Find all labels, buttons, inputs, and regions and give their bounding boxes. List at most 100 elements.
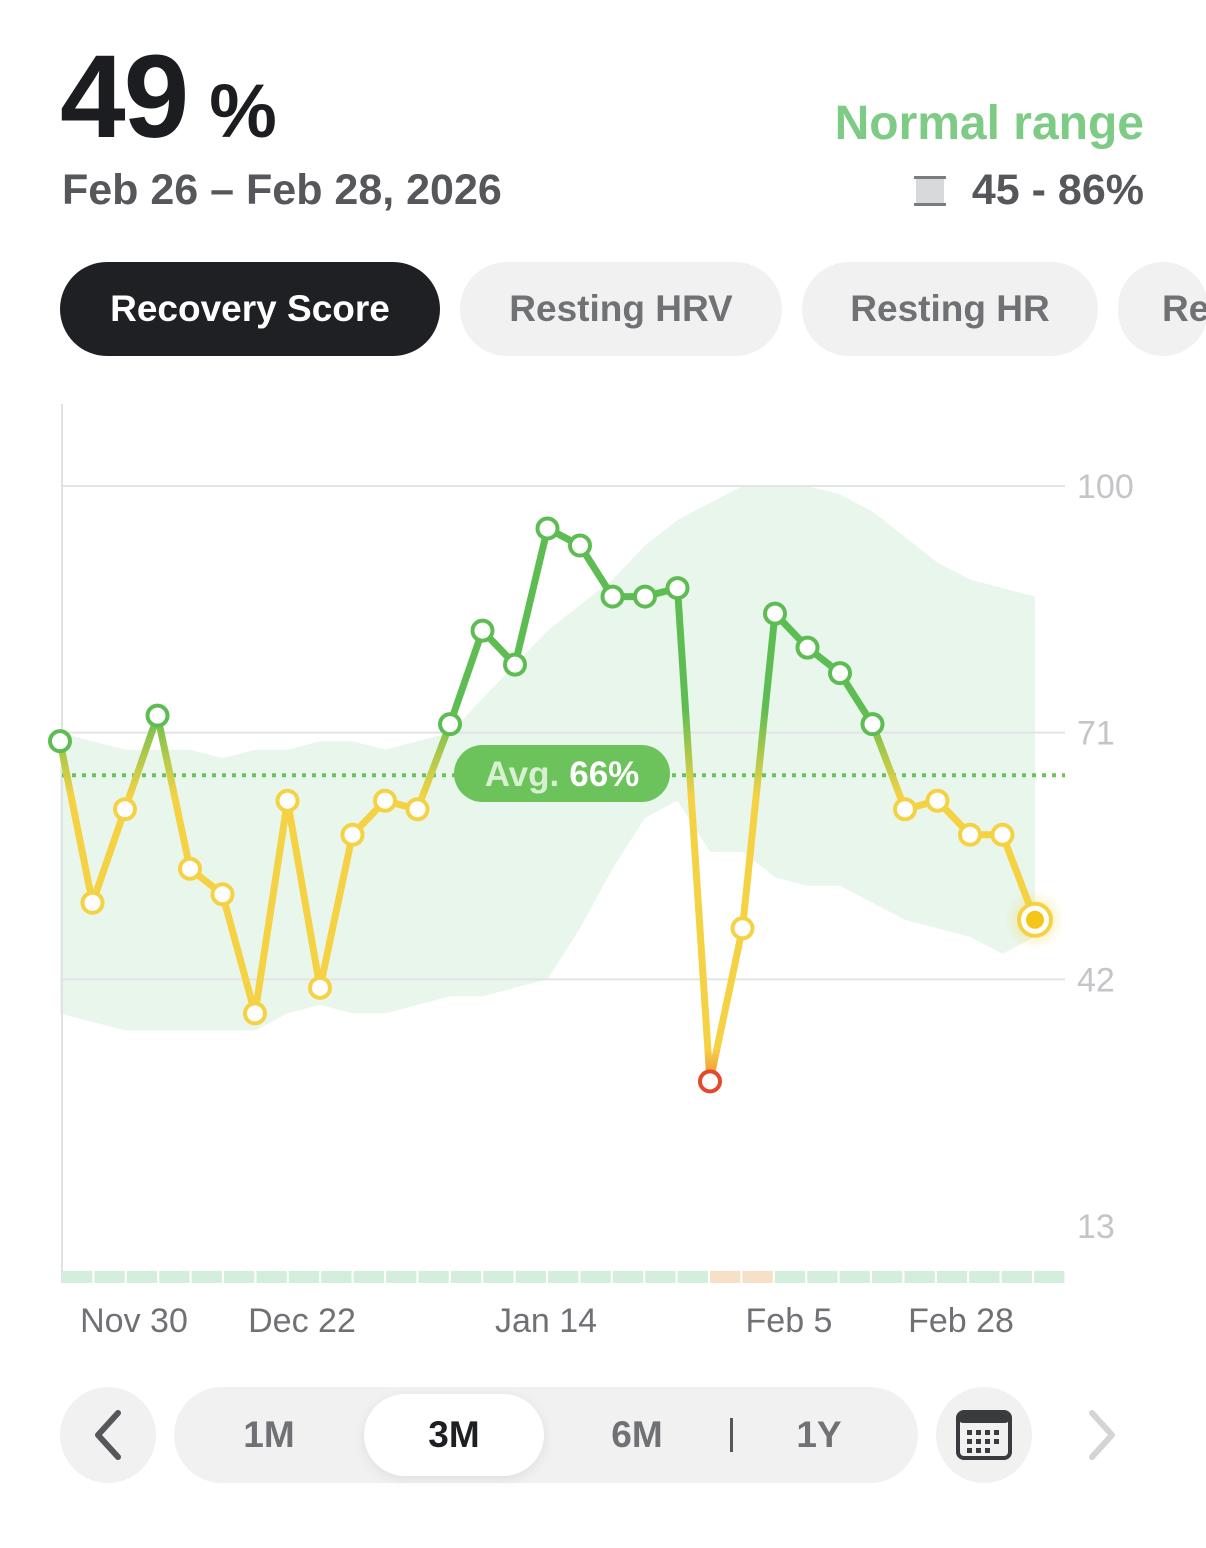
tab-resting-hr[interactable]: Resting HR	[802, 262, 1098, 356]
data-point[interactable]	[210, 882, 235, 907]
data-point[interactable]	[438, 712, 462, 737]
strip-segment	[126, 1271, 158, 1283]
score-display: 49 %	[60, 38, 277, 156]
strip-segment	[580, 1271, 611, 1283]
average-label: Avg. 66%	[454, 745, 670, 802]
y-tick-label: 100	[1077, 468, 1134, 506]
y-tick-label: 13	[1077, 1208, 1115, 1246]
average-label-prefix: Avg.	[485, 755, 560, 794]
data-point[interactable]	[600, 584, 625, 609]
data-point[interactable]	[860, 712, 885, 737]
y-tick-label: 42	[1077, 961, 1115, 999]
strip-segment	[256, 1271, 287, 1283]
data-point[interactable]	[405, 797, 430, 822]
strip-segment	[969, 1271, 1000, 1283]
score-points[interactable]	[48, 516, 1065, 1094]
strip-segment	[353, 1271, 384, 1283]
x-tick-label: Dec 22	[248, 1302, 356, 1340]
data-point[interactable]	[145, 703, 170, 728]
strip-segment	[807, 1271, 838, 1283]
strip-segment	[191, 1271, 222, 1283]
metric-tabs: Recovery Score Resting HRV Resting HR Re	[60, 262, 1206, 356]
strip-segment	[872, 1271, 903, 1283]
average-label-pill	[454, 745, 670, 802]
range-band-icon	[913, 175, 946, 206]
period-selector: 1M 3M 6M 1Y	[174, 1387, 918, 1483]
data-point[interactable]	[698, 1069, 722, 1094]
data-point[interactable]	[308, 975, 332, 1000]
strip-segment	[742, 1271, 773, 1283]
selected-point-core	[1026, 910, 1044, 929]
data-point[interactable]	[535, 516, 560, 541]
data-point[interactable]	[958, 822, 982, 847]
tab-partial[interactable]: Re	[1118, 262, 1206, 356]
strip-segment	[483, 1271, 514, 1283]
normal-range-value: 45 - 86%	[913, 166, 1144, 215]
data-point[interactable]	[178, 856, 202, 881]
calendar-button[interactable]	[936, 1387, 1032, 1483]
x-tick-label: Feb 28	[908, 1302, 1014, 1340]
data-point[interactable]	[665, 576, 690, 601]
average-label-value: 66%	[569, 755, 639, 794]
strip-segment	[386, 1271, 417, 1283]
strip-segment	[418, 1271, 449, 1283]
data-point[interactable]	[48, 729, 72, 754]
y-tick-label: 71	[1077, 715, 1115, 753]
strip-segment	[645, 1271, 676, 1283]
period-1y[interactable]: 1Y	[796, 1414, 842, 1455]
strip-segment	[904, 1271, 935, 1283]
chevron-left-icon	[95, 1410, 121, 1460]
strip-segment	[774, 1271, 806, 1283]
data-point[interactable]	[243, 1001, 267, 1026]
previous-button[interactable]	[60, 1387, 156, 1483]
summary-header: 49 % Feb 26 – Feb 28, 2026 Normal range …	[0, 0, 1206, 240]
tab-recovery-score[interactable]: Recovery Score	[60, 262, 440, 356]
data-point[interactable]	[828, 661, 852, 686]
strip-segment	[1034, 1271, 1065, 1283]
data-point[interactable]	[925, 788, 950, 813]
strip-segment	[224, 1271, 255, 1283]
data-point[interactable]	[275, 788, 300, 813]
data-point[interactable]	[990, 822, 1015, 847]
period-controls: 1M 3M 6M 1Y	[60, 1387, 1160, 1483]
normal-range-text: 45 - 86%	[971, 166, 1144, 214]
x-tick-label: Jan 14	[495, 1302, 597, 1340]
data-point[interactable]	[503, 652, 527, 677]
x-tick-label: Nov 30	[80, 1302, 188, 1340]
strip-segment	[612, 1271, 644, 1283]
next-button[interactable]	[1054, 1387, 1150, 1483]
y-tick-labels: 100 71 42 13	[1077, 468, 1134, 1246]
strip-segment	[936, 1271, 968, 1283]
recovery-score-chart[interactable]: Avg. 66% 100 71 42 13 Nov 30 Dec 22 Jan 14 Feb …	[0, 395, 1206, 1355]
score-unit: %	[209, 69, 277, 154]
data-point[interactable]	[340, 822, 365, 847]
strip-segment	[62, 1271, 93, 1283]
data-point[interactable]	[795, 635, 820, 660]
data-point[interactable]	[113, 797, 137, 822]
strip-segment	[321, 1271, 352, 1283]
x-tick-labels: Nov 30 Dec 22 Jan 14 Feb 5 Feb 28	[80, 1302, 1014, 1340]
period-6m[interactable]: 6M	[611, 1414, 663, 1455]
data-point[interactable]	[568, 533, 592, 558]
tab-resting-hrv[interactable]: Resting HRV	[460, 262, 782, 356]
data-point[interactable]	[730, 916, 755, 941]
strip-segment	[548, 1271, 579, 1283]
strip-segment	[710, 1271, 741, 1283]
normal-range-title: Normal range	[834, 97, 1144, 150]
period-1m[interactable]: 1M	[243, 1414, 295, 1455]
period-divider	[730, 1418, 733, 1452]
strip-segment	[677, 1271, 708, 1283]
data-point[interactable]	[80, 890, 105, 915]
date-range: Feb 26 – Feb 28, 2026	[62, 166, 502, 214]
data-point[interactable]	[893, 797, 917, 822]
period-3m[interactable]: 3M	[364, 1394, 544, 1476]
data-point[interactable]	[633, 584, 657, 609]
x-tick-label: Feb 5	[746, 1302, 833, 1340]
data-point[interactable]	[470, 618, 495, 643]
strip-segment	[288, 1271, 320, 1283]
data-point[interactable]	[763, 601, 787, 626]
grid-lines	[62, 485, 1065, 981]
data-point[interactable]	[373, 788, 397, 813]
calendar-icon	[956, 1410, 1012, 1460]
score-value: 49	[60, 31, 189, 163]
